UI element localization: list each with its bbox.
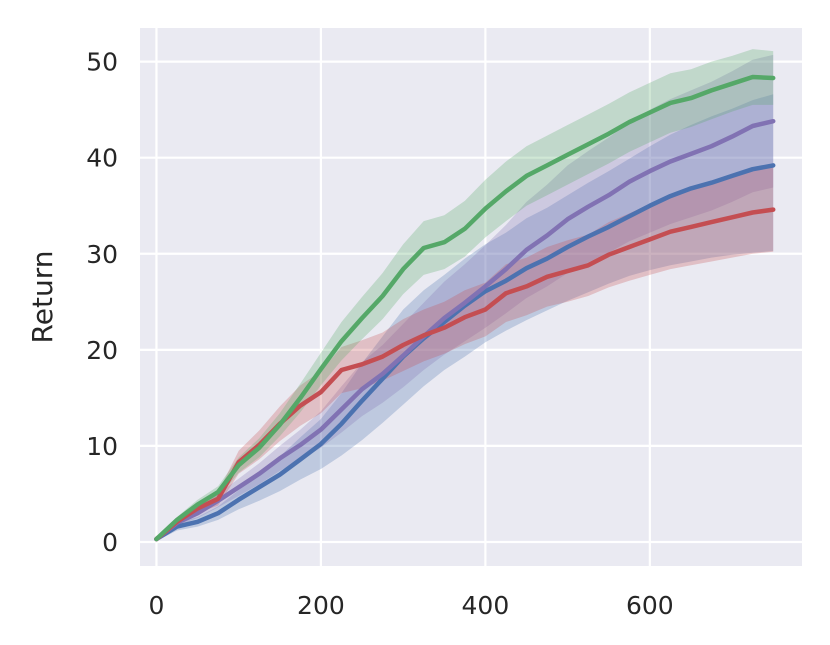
confidence-band-2: [156, 54, 774, 542]
series-lines: [154, 74, 776, 542]
series-line-4: [154, 74, 776, 542]
y-tick-label: 0: [102, 528, 118, 557]
grid-lines: [140, 28, 802, 566]
series-line-2: [154, 118, 776, 542]
x-tick-labels: 0 200 400 600: [148, 591, 673, 620]
y-tick-label: 30: [86, 240, 118, 269]
x-tick-label: 0: [148, 591, 164, 620]
x-tick-label: 600: [626, 591, 674, 620]
x-tick-label: 200: [297, 591, 345, 620]
y-tick-labels: 0 10 20 30 40 50: [86, 48, 118, 557]
y-tick-label: 40: [86, 144, 118, 173]
confidence-band-3: [156, 167, 774, 542]
y-tick-label: 10: [86, 432, 118, 461]
x-tick-label: 400: [462, 591, 510, 620]
y-tick-label: 50: [86, 48, 118, 77]
y-axis-title: Return: [26, 251, 59, 344]
y-tick-label: 20: [86, 336, 118, 365]
